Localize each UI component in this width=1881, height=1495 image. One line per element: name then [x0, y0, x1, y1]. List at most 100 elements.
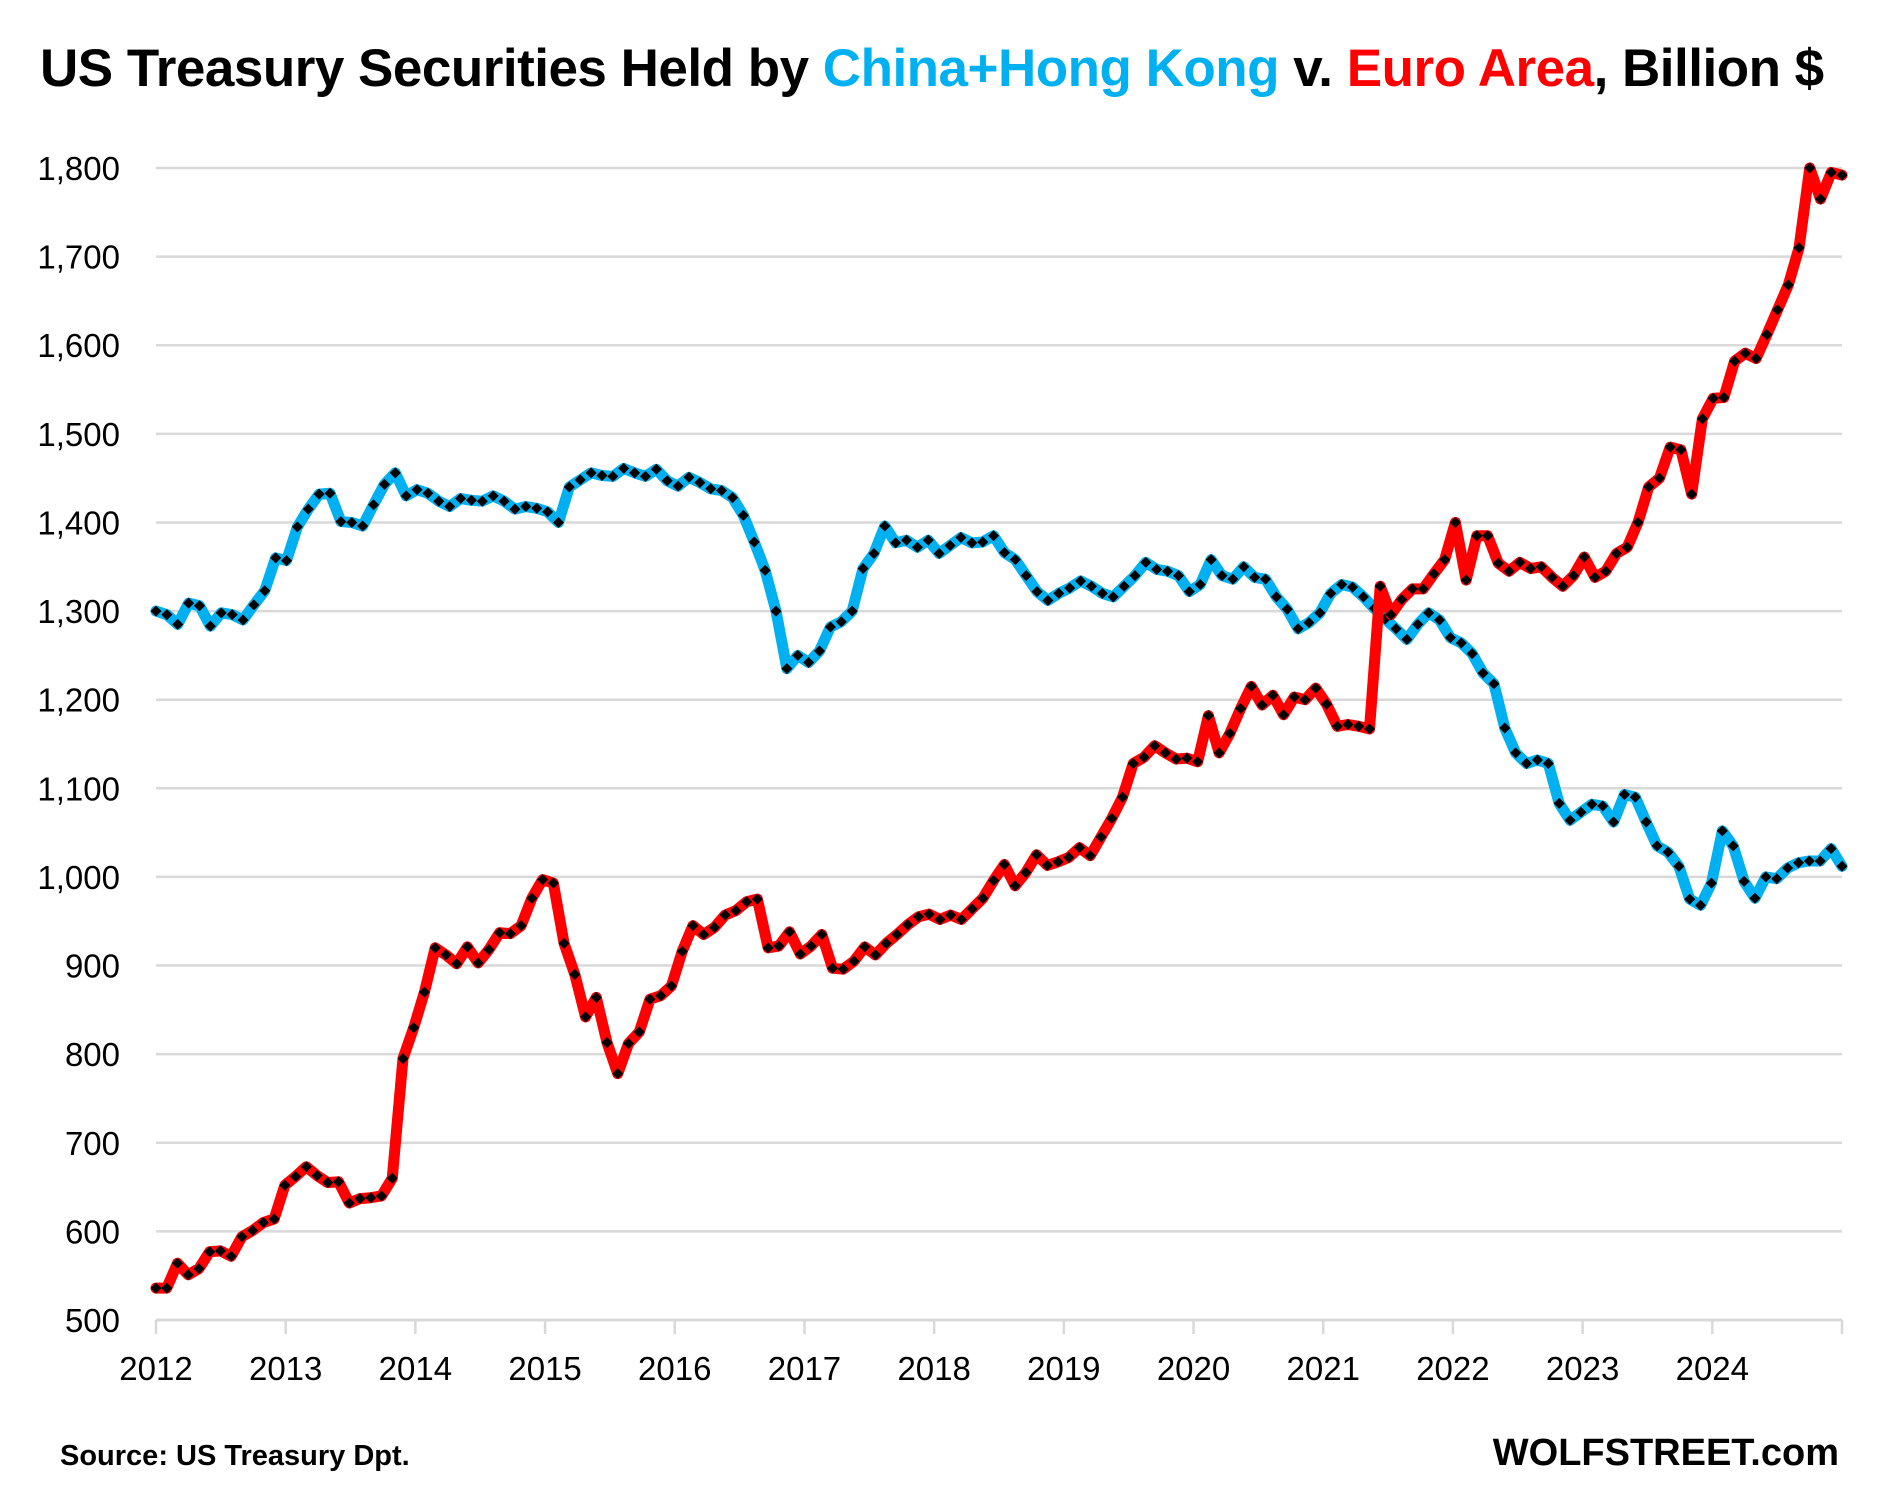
- data-point-marker: [193, 1263, 205, 1275]
- data-point-marker: [204, 620, 216, 632]
- data-point-marker: [1172, 570, 1184, 582]
- data-point-marker: [335, 516, 347, 528]
- data-point-marker: [1662, 846, 1674, 858]
- data-point-marker: [1836, 169, 1848, 181]
- data-point-marker: [422, 487, 434, 499]
- x-tick-label: 2017: [768, 1350, 841, 1387]
- data-point-marker: [1610, 547, 1622, 559]
- y-tick-label: 500: [65, 1302, 120, 1339]
- y-tick-label: 1,500: [37, 416, 120, 453]
- brand-watermark: WOLFSTREET.com: [1492, 1432, 1839, 1474]
- data-point-marker: [998, 547, 1010, 559]
- data-point-marker: [1825, 166, 1837, 178]
- data-point-marker: [1629, 791, 1641, 803]
- data-point-marker: [1738, 875, 1750, 887]
- data-point-marker: [650, 463, 662, 475]
- series-china-hong-kong: [150, 462, 1848, 911]
- data-point-marker: [923, 908, 935, 920]
- data-point-marker: [515, 920, 527, 932]
- data-point-marker: [676, 945, 688, 957]
- data-point-marker: [835, 616, 847, 628]
- data-point-marker: [1159, 747, 1171, 759]
- data-point-marker: [1488, 678, 1500, 690]
- data-point-marker: [1224, 727, 1236, 739]
- data-point-marker: [1106, 812, 1118, 824]
- y-tick-label: 1,600: [37, 327, 120, 364]
- series-line: [150, 162, 1848, 1294]
- data-point-marker: [302, 503, 314, 515]
- x-tick-label: 2012: [119, 1350, 192, 1387]
- data-point-marker: [665, 980, 677, 992]
- data-point-marker: [781, 663, 793, 675]
- data-point-marker: [1385, 609, 1397, 621]
- data-point-marker: [333, 1176, 345, 1188]
- data-point-marker: [365, 1192, 377, 1204]
- data-point-marker: [773, 940, 785, 952]
- data-point-marker: [1310, 682, 1322, 694]
- x-tick-label: 2016: [638, 1350, 711, 1387]
- data-point-marker: [389, 467, 401, 479]
- data-point-marker: [1760, 871, 1772, 883]
- data-point-marker: [1836, 860, 1848, 872]
- data-point-marker: [1455, 637, 1467, 649]
- data-point-marker: [988, 874, 1000, 886]
- data-point-marker: [537, 874, 549, 886]
- data-point-marker: [837, 963, 849, 975]
- data-point-marker: [891, 929, 903, 941]
- data-point-marker: [386, 1172, 398, 1184]
- data-point-marker: [1578, 551, 1590, 563]
- data-point-marker: [944, 540, 956, 552]
- data-point-marker: [558, 937, 570, 949]
- data-point-marker: [824, 621, 836, 633]
- x-tick-label: 2019: [1027, 1350, 1100, 1387]
- data-point-marker: [1396, 594, 1408, 606]
- chart-title: US Treasury Securities Held by China+Hon…: [40, 38, 1824, 99]
- data-point-marker: [719, 909, 731, 921]
- data-point-marker: [183, 597, 195, 609]
- x-tick-label: 2022: [1416, 1350, 1489, 1387]
- data-point-marker: [1586, 798, 1598, 810]
- data-point-marker: [1281, 603, 1293, 615]
- series-line: [150, 462, 1848, 911]
- data-point-marker: [1514, 556, 1526, 568]
- data-point-marker: [1357, 591, 1369, 603]
- data-point-marker: [816, 929, 828, 941]
- data-point-marker: [618, 462, 630, 474]
- data-point-marker: [291, 521, 303, 533]
- data-point-marker: [1695, 899, 1707, 911]
- y-tick-label: 1,300: [37, 593, 120, 630]
- x-tick-label: 2024: [1676, 1350, 1749, 1387]
- data-point-marker: [1096, 587, 1108, 599]
- data-point-marker: [311, 1170, 323, 1182]
- data-point-marker: [400, 490, 412, 502]
- data-point-marker: [1084, 850, 1096, 862]
- data-point-marker: [1466, 648, 1478, 660]
- data-point-marker: [150, 605, 162, 617]
- data-point-marker: [1749, 892, 1761, 904]
- data-point-marker: [1716, 825, 1728, 837]
- data-point-marker: [1792, 857, 1804, 869]
- data-point-marker: [1406, 583, 1418, 595]
- data-point-marker: [1336, 578, 1348, 590]
- data-point-marker: [1238, 561, 1250, 573]
- title-part-china: China+Hong Kong: [822, 39, 1280, 98]
- data-point-marker: [933, 547, 945, 559]
- y-tick-label: 1,800: [37, 150, 120, 187]
- data-point-marker: [354, 1193, 366, 1205]
- data-point-marker: [1216, 570, 1228, 582]
- data-point-marker: [1363, 723, 1375, 735]
- data-point-marker: [1347, 581, 1359, 593]
- data-point-marker: [161, 1282, 173, 1294]
- data-point-marker: [1608, 816, 1620, 828]
- data-point-marker: [1675, 444, 1687, 456]
- data-point-marker: [1116, 791, 1128, 803]
- data-point-marker: [487, 490, 499, 502]
- data-point-marker: [1772, 304, 1784, 316]
- data-point-marker: [1149, 740, 1161, 752]
- data-point-marker: [1194, 578, 1206, 590]
- data-point-marker: [440, 949, 452, 961]
- data-point-marker: [644, 993, 656, 1005]
- data-point-marker: [1664, 441, 1676, 453]
- data-point-marker: [1288, 691, 1300, 703]
